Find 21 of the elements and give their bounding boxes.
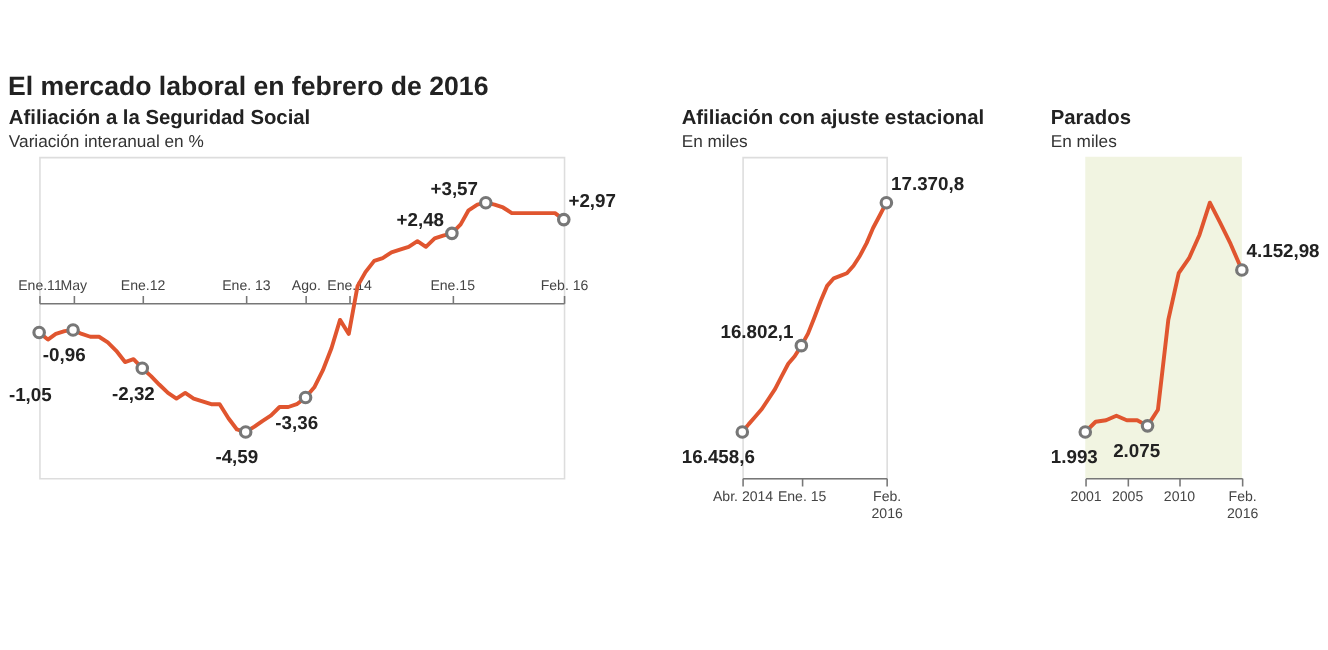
data-label: 17.370,8 bbox=[891, 172, 965, 195]
data-label: +2,97 bbox=[568, 189, 616, 212]
data-label: 16.802,1 bbox=[720, 319, 794, 342]
data-label: -3,36 bbox=[275, 410, 319, 433]
chart-title: Afiliación con ajuste estacional bbox=[681, 107, 985, 130]
data-label: -0,96 bbox=[42, 343, 86, 366]
chart-title: Parados bbox=[1050, 107, 1132, 130]
chart-title: Afiliación a la Seguridad Social bbox=[8, 107, 311, 130]
data-label: -4,59 bbox=[215, 445, 259, 468]
data-label: 2.075 bbox=[1113, 439, 1161, 462]
data-label: +3,57 bbox=[430, 176, 478, 199]
data-label: -2,32 bbox=[112, 381, 155, 404]
data-label: 1.993 bbox=[1050, 445, 1098, 468]
data-label: 16.458,6 bbox=[681, 445, 755, 468]
chart-subtitle: En miles bbox=[681, 131, 748, 152]
data-label: 4.152,98 bbox=[1246, 239, 1320, 262]
text: El mercado laboral en febrero de 2016 bbox=[8, 70, 489, 101]
chart-subtitle: Variación interanual en % bbox=[8, 131, 205, 152]
data-label: -1,05 bbox=[8, 383, 52, 406]
chart-subtitle: En miles bbox=[1050, 131, 1117, 152]
data-label: +2,48 bbox=[396, 207, 445, 230]
